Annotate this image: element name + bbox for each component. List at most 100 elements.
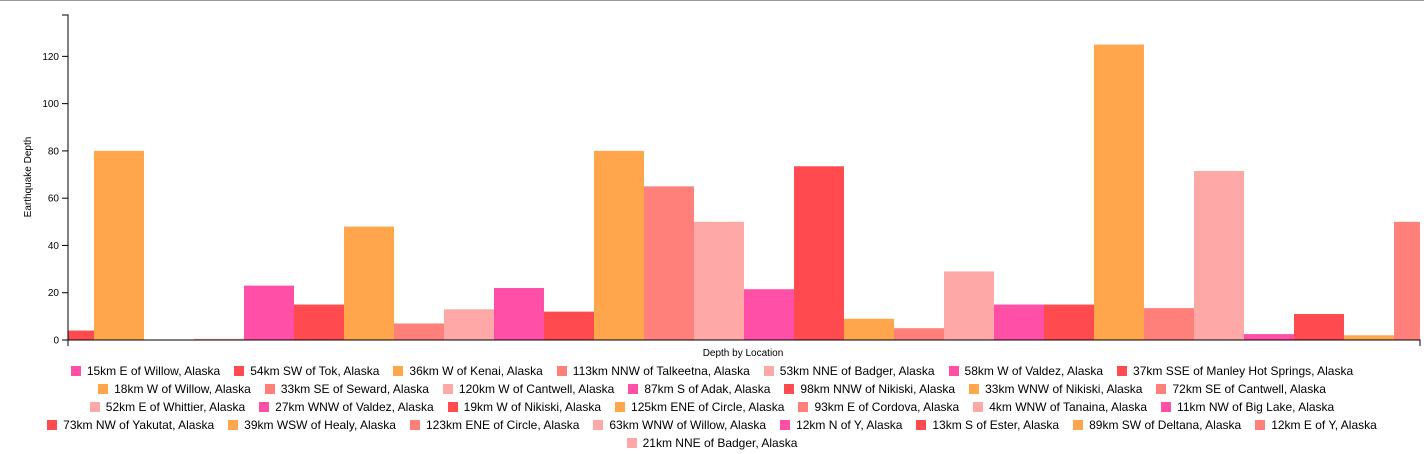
legend-label: 37km SSE of Manley Hot Springs, Alaska (1133, 364, 1354, 378)
chart: Earthquake Depth Depth by Location 0 20 40… (0, 0, 1424, 359)
legend-label: 33km WNW of Nikiski, Alaska (985, 382, 1143, 396)
legend-swatch (264, 384, 275, 394)
bar (494, 288, 544, 340)
legend-item: 36km W of Kenai, Alaska (393, 364, 543, 378)
legend-item: 13km S of Ester, Alaska (916, 418, 1059, 432)
legend-swatch (916, 420, 927, 430)
legend-item: 72km SE of Cantwell, Alaska (1156, 382, 1326, 396)
y-tick-label: 120 (42, 52, 59, 63)
legend-label: 18km W of Willow, Alaska (114, 382, 251, 396)
legend-item: 120km W of Cantwell, Alaska (442, 382, 614, 396)
bar (594, 150, 644, 340)
legend-swatch (70, 366, 81, 376)
bar (844, 318, 894, 340)
bar (694, 221, 744, 340)
bar (944, 271, 994, 340)
legend-swatch (593, 420, 604, 430)
legend-item: 87km S of Adak, Alaska (628, 382, 770, 396)
legend-item: 73km NW of Yakutat, Alaska (47, 418, 214, 432)
legend-swatch (234, 366, 245, 376)
legend-label: 52km E of Whittier, Alaska (105, 400, 246, 414)
bar (244, 285, 294, 340)
bar (1244, 334, 1294, 340)
bar (294, 304, 344, 340)
legend-label: 15km E of Willow, Alaska (86, 364, 221, 378)
legend-swatch (615, 402, 626, 412)
legend-item: 15km E of Willow, Alaska (70, 364, 221, 378)
legend: 15km E of Willow, Alaska 54km SW of Tok, … (0, 364, 1424, 450)
legend-item: 39km WSW of Healy, Alaska (228, 418, 396, 432)
bar (1144, 308, 1194, 340)
legend-label: 39km WSW of Healy, Alaska (244, 418, 396, 432)
legend-label: 12km E of Y, Alaska (1271, 418, 1377, 432)
legend-label: 27km WNW of Valdez, Alaska (275, 400, 434, 414)
legend-swatch (98, 384, 109, 394)
legend-item: 21km NNE of Badger, Alaska (626, 436, 798, 450)
y-tick-label: 100 (42, 99, 59, 110)
bars (68, 44, 1420, 340)
legend-label: 54km SW of Tok, Alaska (250, 364, 380, 378)
legend-swatch (1073, 420, 1084, 430)
legend-label: 36km W of Kenai, Alaska (409, 364, 543, 378)
legend-item: 89km SW of Deltana, Alaska (1073, 418, 1241, 432)
legend-label: 4km WNW of Tanaina, Alaska (989, 400, 1148, 414)
legend-label: 73km NW of Yakutat, Alaska (63, 418, 215, 432)
bar (994, 304, 1044, 340)
y-tick-label: 40 (48, 241, 60, 252)
legend-item: 37km SSE of Manley Hot Springs, Alaska (1117, 364, 1353, 378)
bar (394, 323, 444, 340)
bar (1344, 335, 1394, 340)
legend-label: 11km NW of Big Lake, Alaska (1177, 400, 1335, 414)
legend-swatch (409, 420, 420, 430)
legend-label: 53km NNE of Badger, Alaska (779, 364, 935, 378)
x-axis (67, 339, 1421, 346)
legend-swatch (1117, 366, 1128, 376)
bar (894, 328, 944, 340)
y-axis-label: Earthquake Depth (23, 137, 34, 218)
legend-swatch (948, 366, 959, 376)
legend-item: 93km E of Cordova, Alaska (798, 400, 959, 414)
legend-label: 123km ENE of Circle, Alaska (425, 418, 580, 432)
legend-swatch (798, 402, 809, 412)
legend-swatch (763, 366, 774, 376)
legend-item: 11km NW of Big Lake, Alaska (1161, 400, 1334, 414)
legend-label: 93km E of Cordova, Alaska (814, 400, 960, 414)
legend-label: 89km SW of Deltana, Alaska (1089, 418, 1242, 432)
legend-item: 4km WNW of Tanaina, Alaska (973, 400, 1147, 414)
legend-item: 125km ENE of Circle, Alaska (615, 400, 784, 414)
legend-swatch (393, 366, 404, 376)
legend-item: 18km W of Willow, Alaska (98, 382, 251, 396)
bar (1044, 304, 1094, 340)
legend-label: 125km ENE of Circle, Alaska (631, 400, 785, 414)
bar (744, 289, 794, 340)
bar (94, 150, 144, 340)
legend-swatch (1255, 420, 1266, 430)
legend-item: 33km SE of Seward, Alaska (264, 382, 429, 396)
legend-swatch (780, 420, 791, 430)
legend-swatch (447, 402, 458, 412)
legend-label: 58km W of Valdez, Alaska (964, 364, 1104, 378)
legend-swatch (259, 402, 270, 412)
legend-item: 53km NNE of Badger, Alaska (763, 364, 935, 378)
legend-item: 113km NNW of Talkeetna, Alaska (556, 364, 750, 378)
legend-swatch (442, 384, 453, 394)
legend-label: 12km N of Y, Alaska (796, 418, 903, 432)
legend-item: 12km N of Y, Alaska (780, 418, 902, 432)
legend-label: 33km SE of Seward, Alaska (280, 382, 429, 396)
y-tick-label: 80 (48, 146, 60, 157)
legend-label: 21km NNE of Badger, Alaska (642, 436, 798, 450)
bar (68, 330, 94, 340)
legend-item: 58km W of Valdez, Alaska (948, 364, 1104, 378)
bar (1294, 314, 1344, 340)
bar (794, 166, 844, 340)
legend-label: 72km SE of Cantwell, Alaska (1172, 382, 1326, 396)
legend-swatch (228, 420, 239, 430)
legend-item: 123km ENE of Circle, Alaska (409, 418, 580, 432)
legend-item: 54km SW of Tok, Alaska (234, 364, 379, 378)
legend-label: 98km NNW of Nikiski, Alaska (800, 382, 956, 396)
legend-label: 87km S of Adak, Alaska (644, 382, 771, 396)
legend-item: 52km E of Whittier, Alaska (89, 400, 246, 414)
legend-item: 98km NNW of Nikiski, Alaska (784, 382, 955, 396)
legend-item: 63km WNW of Willow, Alaska (593, 418, 766, 432)
bar (644, 186, 694, 340)
